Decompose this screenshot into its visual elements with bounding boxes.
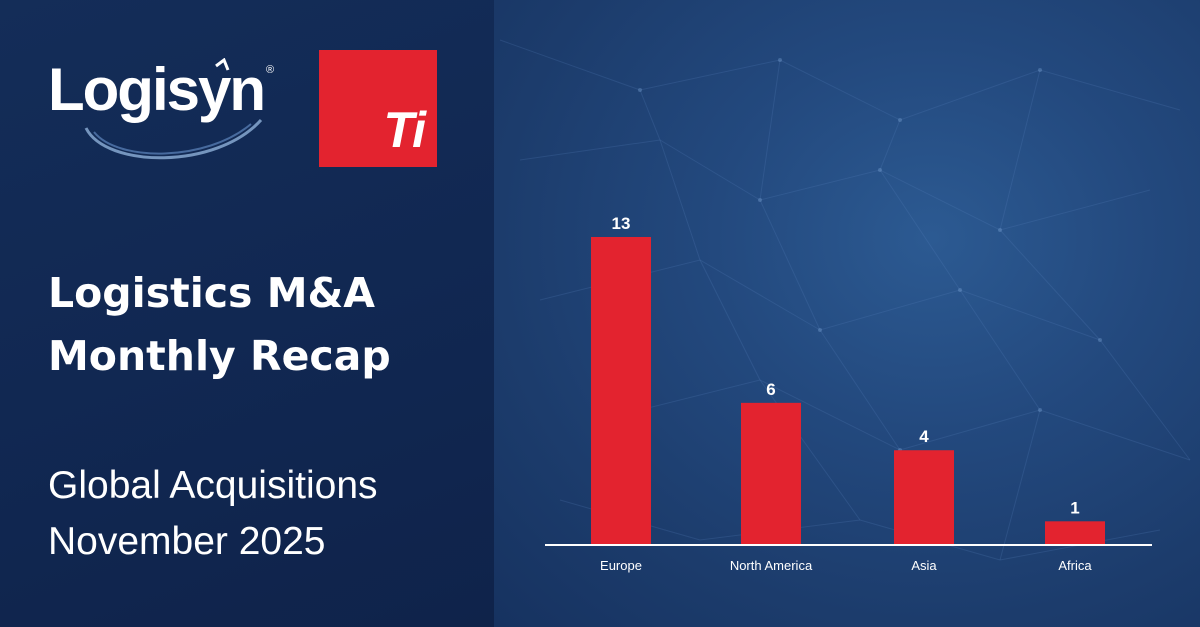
logisyn-wordmark: Logisyn [48, 56, 266, 123]
data-label-asia: 4 [919, 427, 929, 446]
page-title: Logistics M&A Monthly Recap [48, 262, 391, 388]
logisyn-logo: Logisyn ® [46, 58, 296, 168]
category-label-africa: Africa [1058, 558, 1092, 573]
data-label-europe: 13 [612, 214, 631, 233]
data-label-north-america: 6 [766, 380, 775, 399]
ti-logo-text: Ti [383, 102, 426, 158]
bar-africa [1045, 521, 1105, 545]
subtitle-line-1: Global Acquisitions [48, 464, 378, 507]
title-line-1: Logistics M&A [48, 269, 376, 317]
category-label-asia: Asia [911, 558, 937, 573]
registered-mark: ® [266, 64, 275, 76]
subtitle: Global Acquisitions November 2025 [48, 458, 378, 570]
bar-europe [591, 237, 651, 545]
subtitle-line-2: November 2025 [48, 520, 326, 563]
title-line-2: Monthly Recap [48, 332, 391, 380]
data-label-africa: 1 [1070, 498, 1079, 517]
category-label-north-america: North America [730, 558, 813, 573]
logisyn-orbit-swoosh [84, 58, 263, 160]
bar-north-america [741, 402, 801, 545]
ti-logo: Ti [319, 50, 437, 167]
category-label-europe: Europe [600, 558, 642, 573]
bar-asia [894, 450, 954, 545]
